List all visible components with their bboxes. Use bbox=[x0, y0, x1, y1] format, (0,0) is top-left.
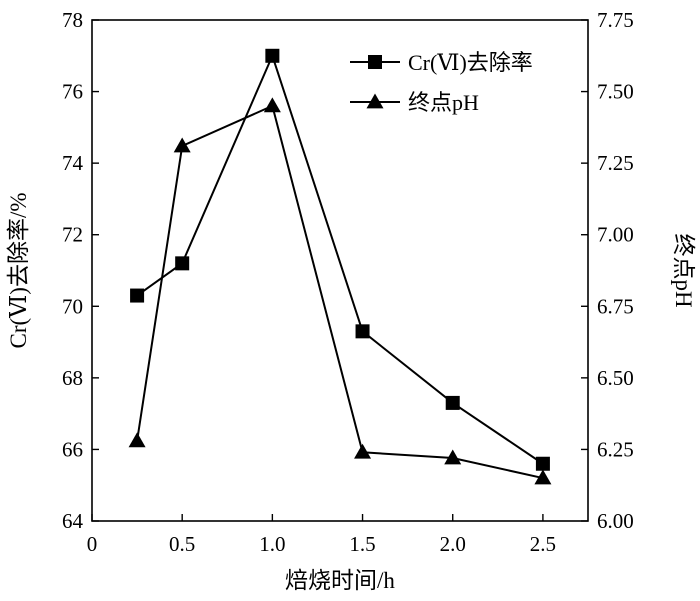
x-tick-label: 2.0 bbox=[440, 532, 466, 556]
y-left-tick-label: 74 bbox=[62, 151, 84, 175]
y-right-tick-label: 7.50 bbox=[597, 80, 634, 104]
series-2 bbox=[128, 97, 552, 485]
x-tick-label: 1.0 bbox=[259, 532, 285, 556]
y-left-tick-label: 64 bbox=[62, 509, 84, 533]
x-tick-label: 0 bbox=[87, 532, 98, 556]
y-left-tick-label: 70 bbox=[62, 294, 83, 318]
y-left-tick-label: 76 bbox=[62, 80, 83, 104]
y-right-tick-label: 7.00 bbox=[597, 223, 634, 247]
y-right-tick-label: 7.75 bbox=[597, 8, 634, 32]
legend-item: 终点pH bbox=[350, 90, 479, 115]
legend-label: 终点pH bbox=[408, 90, 479, 115]
legend-item: Cr(Ⅵ)去除率 bbox=[350, 50, 533, 75]
triangle-point bbox=[263, 97, 281, 113]
triangle-point bbox=[128, 432, 146, 448]
axes: 0 0.5 1.0 1.5 2.0 2.5 64 66 68 70 72 74 76 78 6.00 6.25… bbox=[62, 8, 634, 556]
series-line bbox=[136, 104, 544, 480]
x-axis-title: 焙烧时间/h bbox=[285, 568, 395, 593]
y-axis-left-title: Cr(Ⅵ)去除率/% bbox=[6, 192, 31, 348]
legend-label: Cr(Ⅵ)去除率 bbox=[408, 50, 533, 75]
series-line bbox=[136, 52, 544, 465]
legend-marker bbox=[368, 55, 382, 69]
triangle-point bbox=[354, 443, 372, 459]
y-left-tick-label: 66 bbox=[62, 437, 83, 461]
series-group bbox=[128, 48, 552, 485]
y-axis-right-title: 终点pH bbox=[671, 233, 696, 307]
square-point bbox=[535, 456, 550, 471]
y-right-tick-label: 6.25 bbox=[597, 437, 634, 461]
plot-frame bbox=[91, 19, 589, 522]
series-1 bbox=[130, 48, 550, 471]
y-right-tick-label: 6.75 bbox=[597, 294, 634, 318]
y-left-tick-label: 72 bbox=[62, 223, 83, 247]
square-point bbox=[130, 288, 145, 303]
triangle-point bbox=[444, 449, 462, 465]
y-left-tick-label: 78 bbox=[62, 8, 83, 32]
x-tick-label: 1.5 bbox=[349, 532, 375, 556]
legend-marker bbox=[366, 93, 384, 109]
square-point bbox=[175, 256, 190, 271]
y-right-tick-label: 6.00 bbox=[597, 509, 634, 533]
y-right-tick-label: 7.25 bbox=[597, 151, 634, 175]
square-point bbox=[445, 395, 460, 410]
x-tick-label: 0.5 bbox=[169, 532, 195, 556]
y-left-tick-label: 68 bbox=[62, 366, 83, 390]
triangle-point bbox=[534, 469, 552, 485]
square-point bbox=[265, 48, 280, 63]
square-point bbox=[355, 324, 370, 339]
triangle-point bbox=[173, 137, 191, 153]
y-right-tick-label: 6.50 bbox=[597, 366, 634, 390]
x-tick-label: 2.5 bbox=[530, 532, 556, 556]
